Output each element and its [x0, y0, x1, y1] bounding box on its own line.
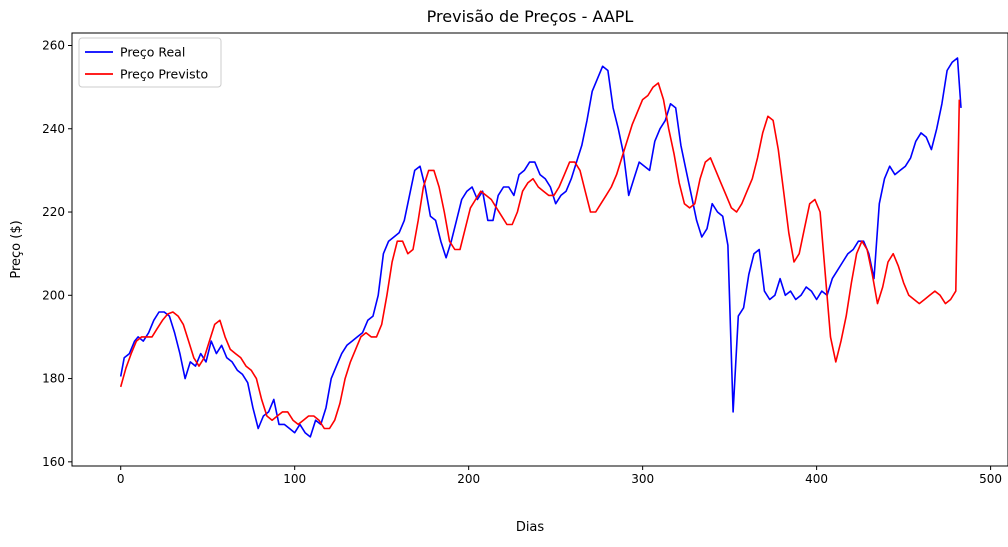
legend-box	[78, 37, 222, 88]
legend-label-previsto: Preço Previsto	[120, 67, 208, 82]
y-tick-label: 220	[42, 205, 65, 219]
x-axis-label: Dias	[516, 520, 545, 535]
plot-frame	[71, 32, 1008, 467]
legend-label-real: Preço Real	[120, 45, 185, 60]
legend: Preço Real Preço Previsto	[78, 37, 222, 88]
x-axis: 0 100 200 300 400 500	[117, 466, 1002, 486]
x-tick-label: 100	[283, 472, 306, 486]
y-tick-label: 240	[42, 122, 65, 136]
y-tick-label: 180	[42, 372, 65, 386]
series-line-previsto	[119, 82, 961, 430]
y-axis: 160 180 200 220 240 260	[42, 38, 72, 469]
y-axis-label: Preço ($)	[9, 220, 24, 278]
series-line-real	[119, 57, 962, 438]
y-tick-label: 260	[42, 38, 65, 52]
y-tick-label: 200	[42, 288, 65, 302]
x-tick-label: 400	[805, 472, 828, 486]
chart-title: Previsão de Preços - AAPL	[427, 7, 634, 26]
x-tick-label: 500	[979, 472, 1002, 486]
series-layer	[119, 57, 962, 438]
x-tick-label: 300	[631, 472, 654, 486]
x-tick-label: 200	[457, 472, 480, 486]
y-tick-label: 160	[42, 455, 65, 469]
x-tick-label: 0	[117, 472, 125, 486]
